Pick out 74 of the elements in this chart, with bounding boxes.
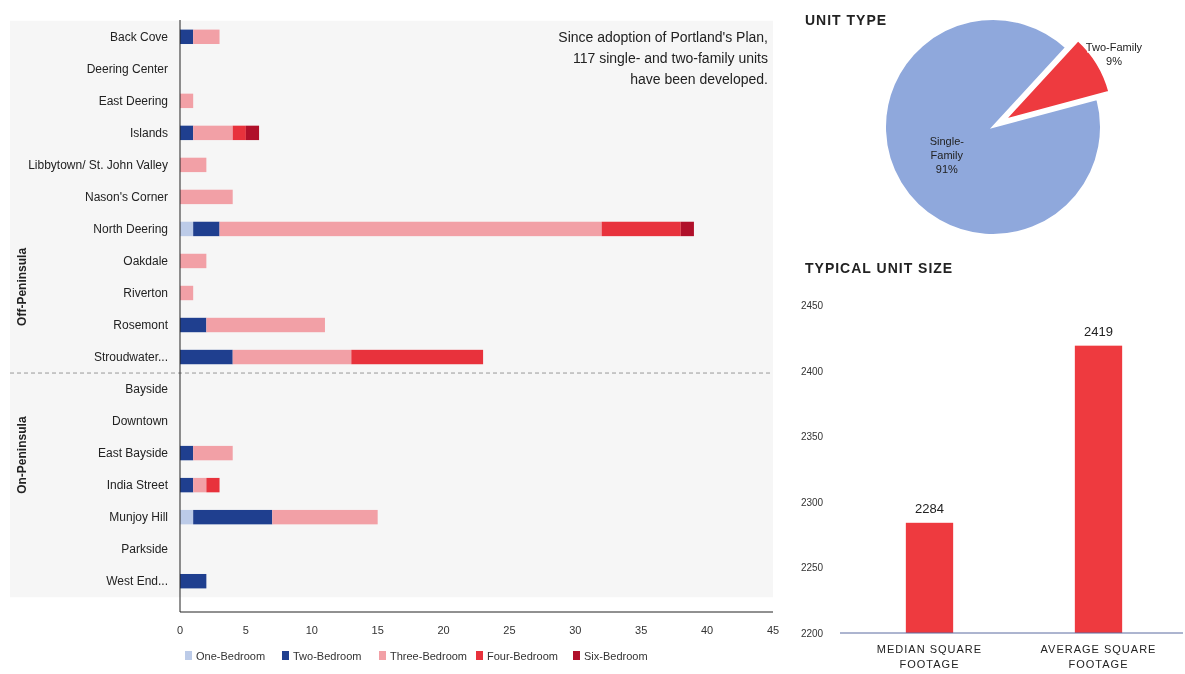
chart-title: TYPICAL UNIT SIZE bbox=[805, 260, 954, 276]
y-tick-label: Deering Center bbox=[86, 61, 168, 76]
bar bbox=[245, 125, 260, 141]
y-tick-label: Oakdale bbox=[123, 253, 169, 268]
bar bbox=[680, 221, 694, 237]
y-tick-label: India Street bbox=[106, 478, 169, 493]
y-tick-label: 2450 bbox=[800, 300, 824, 311]
y-tick-label: Nason's Corner bbox=[85, 189, 168, 204]
bar bbox=[193, 125, 233, 141]
y-tick-label: Stroudwater... bbox=[93, 350, 168, 365]
data-label: 91% bbox=[935, 162, 959, 175]
chart-title: UNIT TYPE bbox=[805, 12, 888, 28]
x-tick-label: 35 bbox=[635, 624, 648, 636]
bar bbox=[180, 349, 233, 365]
x-tick-label: 45 bbox=[766, 624, 780, 636]
bar bbox=[232, 125, 246, 141]
legend-label: One-Bedroom bbox=[196, 650, 266, 662]
bar bbox=[193, 445, 233, 461]
y-tick-label: West End... bbox=[106, 574, 168, 589]
legend-label: Three-Bedroom bbox=[390, 650, 468, 662]
bar bbox=[193, 29, 220, 45]
y-tick-label: 2400 bbox=[800, 365, 824, 377]
bar bbox=[193, 477, 207, 493]
y-tick-label: East Deering bbox=[98, 93, 168, 108]
data-label: 9% bbox=[1106, 54, 1123, 67]
bar bbox=[219, 221, 602, 237]
bar bbox=[601, 221, 681, 237]
annotation: Since adoption of Portland's Plan, 117 single- and two-family units have been developed. bbox=[558, 29, 768, 87]
bar bbox=[351, 349, 484, 365]
bar bbox=[180, 573, 207, 589]
legend-label: Two-Bedroom bbox=[293, 650, 362, 662]
x-tick-label: AVERAGE SQUARE FOOTAGE bbox=[1040, 643, 1157, 670]
bar bbox=[206, 317, 325, 333]
x-tick-label: 0 bbox=[176, 624, 184, 636]
x-tick-label: 30 bbox=[569, 624, 582, 636]
legend-label: Four-Bedroom bbox=[487, 650, 558, 662]
bar bbox=[193, 221, 220, 237]
legend-label: Six-Bedroom bbox=[584, 650, 648, 662]
y-tick-label: Back Cove bbox=[109, 29, 169, 44]
y-tick-label: East Bayside bbox=[97, 446, 169, 461]
x-tick-label: MEDIAN SQUARE FOOTAGE bbox=[876, 643, 983, 670]
band-label: Off-Peninsula bbox=[15, 247, 29, 326]
bar bbox=[193, 509, 273, 525]
bar bbox=[180, 253, 207, 269]
y-tick-label: Bayside bbox=[125, 382, 169, 397]
x-tick-label: 10 bbox=[305, 624, 318, 636]
x-tick-label: 25 bbox=[503, 624, 516, 636]
y-tick-label: Downtown bbox=[111, 414, 168, 429]
slice-label: Two-Family bbox=[1085, 40, 1143, 53]
x-tick-label: 15 bbox=[371, 624, 384, 636]
y-tick-label: 2350 bbox=[800, 431, 824, 443]
y-tick-label: 2200 bbox=[800, 628, 824, 639]
bar bbox=[272, 509, 378, 525]
x-tick-label: 40 bbox=[700, 624, 714, 636]
y-tick-label: Munjoy Hill bbox=[109, 510, 168, 525]
y-tick-label: 2250 bbox=[800, 562, 824, 574]
y-tick-label: Libbytown/ St. John Valley bbox=[28, 157, 168, 172]
y-tick-label: Parkside bbox=[121, 542, 169, 557]
bar bbox=[206, 477, 220, 493]
slice-label: Single-Family bbox=[929, 134, 965, 161]
data-label: 2284 bbox=[915, 500, 944, 516]
y-tick-label: Riverton bbox=[123, 285, 168, 300]
bar bbox=[180, 157, 207, 173]
bar bbox=[232, 349, 352, 365]
x-tick-label: 20 bbox=[437, 624, 450, 636]
bar bbox=[180, 189, 233, 205]
y-tick-label: 2300 bbox=[800, 496, 824, 508]
y-tick-label: Rosemont bbox=[113, 318, 169, 333]
y-tick-label: Islands bbox=[129, 125, 168, 140]
data-label: 2419 bbox=[1084, 323, 1113, 339]
y-tick-label: North Deering bbox=[93, 221, 168, 236]
bar bbox=[180, 317, 207, 333]
band-label: On-Peninsula bbox=[15, 416, 29, 494]
x-tick-label: 5 bbox=[242, 624, 249, 636]
